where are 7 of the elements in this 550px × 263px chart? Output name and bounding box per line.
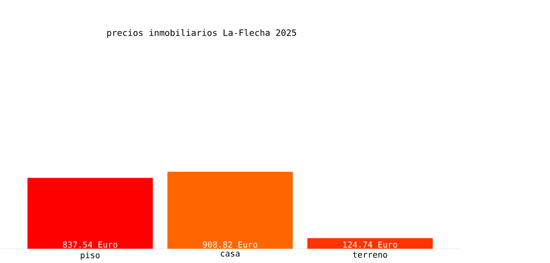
x-tick-label: casa: [220, 252, 240, 257]
data-label: 124.74 Euro: [343, 242, 398, 248]
data-label: 908.82 Euro: [202, 242, 258, 248]
chart-title: precios inmobiliarios La-Flecha 2025: [107, 29, 296, 38]
data-label: 837.54 Euro: [62, 242, 118, 248]
x-tick-label: piso: [80, 252, 100, 260]
x-tick-label: terreno: [352, 252, 388, 258]
